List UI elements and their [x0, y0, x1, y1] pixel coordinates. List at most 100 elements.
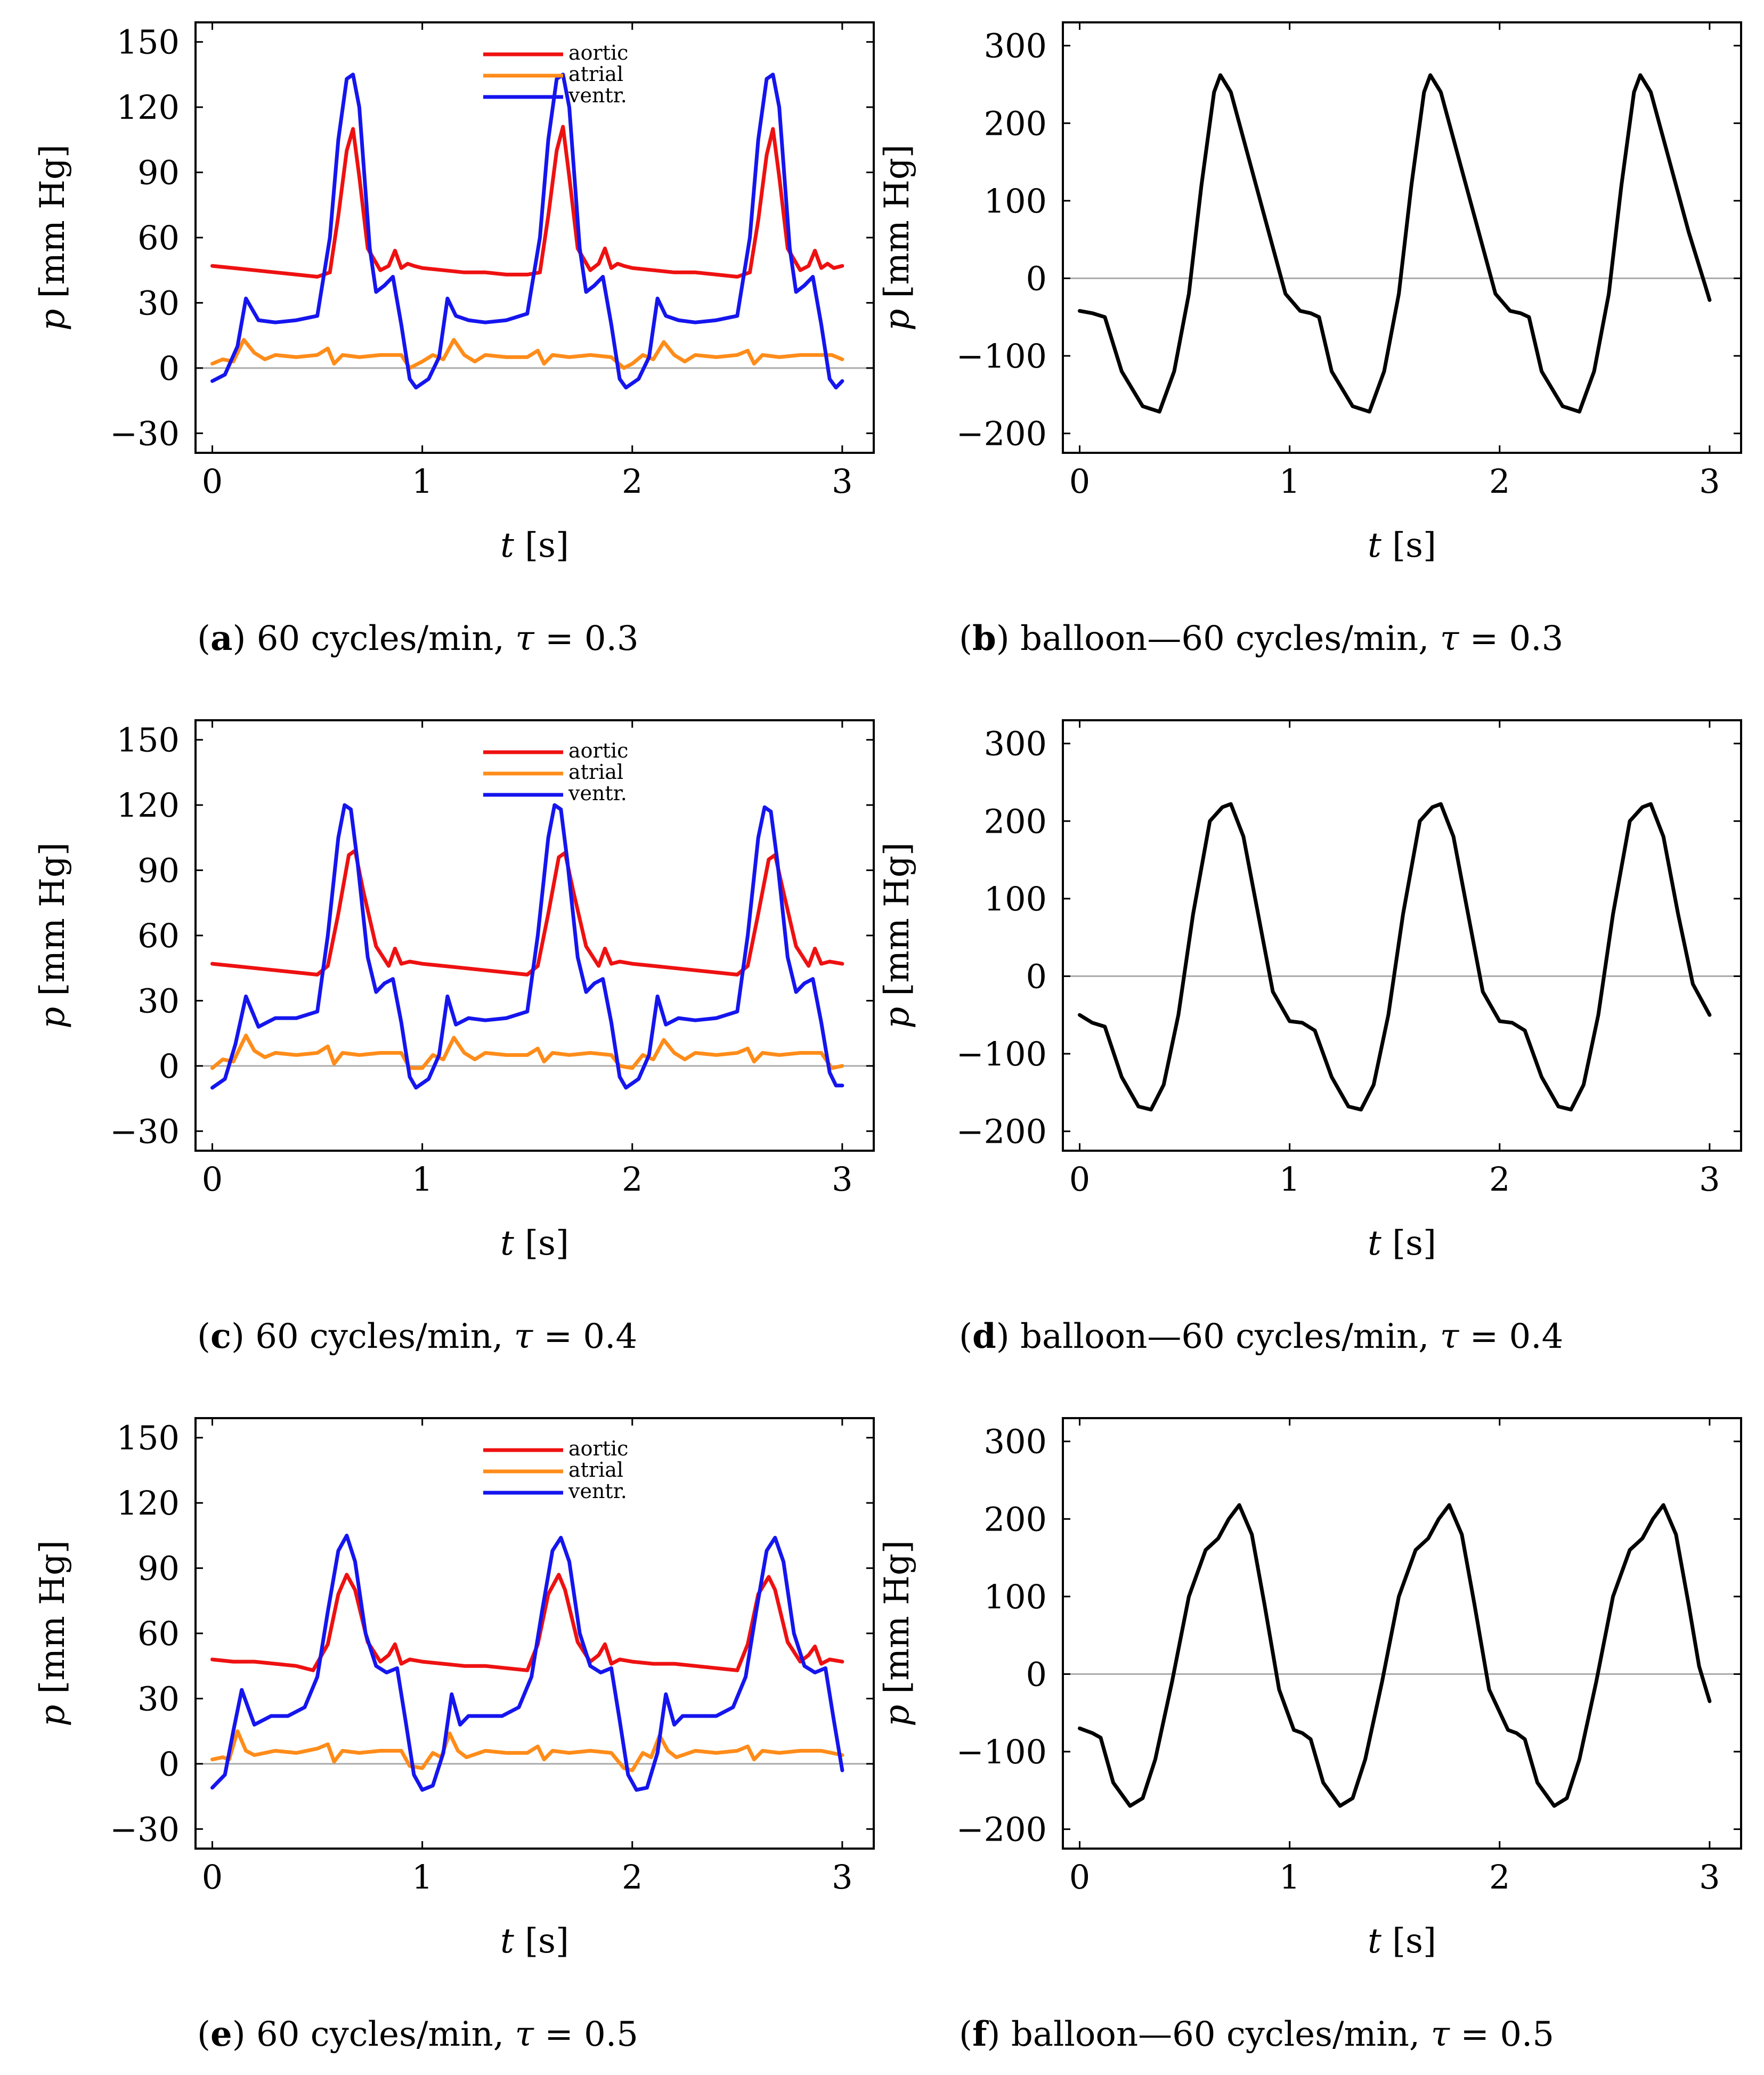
y-tick-label: −200	[956, 1810, 1047, 1849]
x-tick-label: 0	[202, 1858, 223, 1897]
caption-tau: τ	[1431, 2015, 1451, 2054]
x-tick-label: 3	[1699, 462, 1720, 501]
x-tick-label: 1	[1279, 1858, 1300, 1897]
x-axis-label: t [s]	[500, 1224, 569, 1263]
caption-close: )	[987, 2015, 1011, 2054]
legend-label: ventr.	[568, 84, 627, 107]
caption-letter: d	[972, 1316, 996, 1356]
legend-label: atrial	[568, 760, 623, 784]
y-tick-label: 0	[1026, 1655, 1047, 1694]
legend-label: atrial	[568, 62, 623, 86]
x-tick-label: 3	[832, 1858, 852, 1897]
y-axis-var: p	[877, 309, 917, 331]
caption-tau: τ	[1440, 619, 1460, 658]
x-tick-label: 2	[1489, 1858, 1510, 1897]
y-tick-label: 30	[137, 283, 180, 322]
chart-c: 0 1 2 3 −30 0 30 60 90 120 150 t [s] p [mm Hg] aortic…	[33, 719, 875, 1356]
series-line-aortic	[210, 1573, 844, 1672]
caption-close: )	[232, 619, 256, 658]
y-tick-label: 150	[117, 721, 180, 760]
y-axis-unit: [mm Hg]	[33, 1540, 72, 1705]
y-tick-label: 120	[117, 1484, 180, 1523]
caption-tau: τ	[515, 619, 535, 658]
y-tick-label: 300	[984, 1422, 1047, 1461]
y-tick-label: −100	[956, 1732, 1047, 1771]
x-tick-label: 3	[1699, 1858, 1720, 1897]
legend-label: aortic	[568, 1437, 628, 1460]
x-axis-unit: [s]	[1381, 526, 1436, 565]
caption-value: = 0.5	[534, 2015, 638, 2054]
y-tick-label: 100	[984, 182, 1047, 221]
y-tick-label: 0	[1026, 259, 1047, 298]
y-tick-label: 90	[137, 153, 180, 192]
caption-value: = 0.3	[534, 619, 639, 658]
caption: (f) balloon—60 cycles/min, τ = 0.5	[959, 2014, 1554, 2054]
caption: (b) balloon—60 cycles/min, τ = 0.3	[959, 619, 1563, 658]
chart-b: 0 1 2 3 −200 −100 0 100 200 300 t [s] p [mm Hg] (b) …	[877, 21, 1742, 658]
caption-open: (	[959, 619, 972, 658]
y-axis-unit: [mm Hg]	[877, 842, 917, 1007]
y-tick-label: 300	[984, 725, 1047, 763]
caption-tau: τ	[1440, 1317, 1460, 1356]
caption-close: )	[996, 1317, 1020, 1356]
y-axis-label: p [mm Hg]	[33, 1540, 72, 1727]
y-tick-label: 120	[117, 88, 180, 127]
y-axis-unit: [mm Hg]	[877, 1540, 917, 1705]
caption-letter: b	[972, 619, 996, 658]
y-tick-label: −200	[956, 414, 1047, 453]
y-tick-label: −100	[956, 337, 1047, 376]
y-tick-label: 100	[984, 1577, 1047, 1616]
caption: (a) 60 cycles/min, τ = 0.3	[197, 619, 639, 658]
series-line-aortic	[210, 849, 844, 977]
y-tick-label: 60	[137, 218, 180, 257]
caption: (e) 60 cycles/min, τ = 0.5	[197, 2014, 638, 2054]
x-tick-label: 2	[1489, 1160, 1510, 1199]
plot-frame	[1062, 1417, 1742, 1850]
y-axis-var: p	[877, 1705, 917, 1727]
y-tick-label: −30	[110, 1810, 180, 1849]
y-axis-label: p [mm Hg]	[33, 842, 72, 1029]
x-tick-label: 3	[832, 1160, 852, 1199]
legend-label: atrial	[568, 1458, 623, 1482]
x-tick-label: 2	[622, 1160, 643, 1199]
y-tick-label: 150	[117, 23, 180, 62]
series-line-atrial	[210, 338, 844, 370]
x-tick-label: 0	[1069, 462, 1090, 501]
x-tick-label: 1	[1279, 1160, 1300, 1199]
y-tick-label: 0	[1026, 957, 1047, 996]
caption-close: )	[231, 1317, 255, 1356]
caption-text: balloon—60 cycles/min,	[1011, 2015, 1431, 2054]
caption-close: )	[996, 619, 1020, 658]
y-axis-unit: [mm Hg]	[877, 144, 917, 309]
y-tick-label: −100	[956, 1035, 1047, 1073]
plot-frame	[1062, 719, 1742, 1152]
y-tick-label: 30	[137, 1679, 180, 1718]
x-tick-label: 2	[1489, 462, 1510, 501]
x-axis-unit: [s]	[1381, 1224, 1436, 1263]
x-axis-var: t	[1368, 526, 1381, 565]
y-tick-label: 0	[159, 349, 180, 388]
caption-value: = 0.4	[1459, 1317, 1563, 1356]
caption-value: = 0.3	[1459, 619, 1563, 658]
series-line-ventr	[210, 1533, 844, 1792]
caption-open: (	[959, 1317, 972, 1356]
caption-tau: τ	[514, 1317, 534, 1356]
y-axis-var: p	[877, 1007, 917, 1029]
x-tick-label: 2	[622, 1858, 643, 1897]
y-axis-var: p	[33, 1007, 72, 1029]
y-tick-label: 0	[159, 1745, 180, 1784]
caption: (c) 60 cycles/min, τ = 0.4	[197, 1316, 637, 1356]
x-axis-label: t [s]	[500, 526, 569, 565]
y-axis-var: p	[33, 1705, 72, 1727]
series-line-aortic	[210, 125, 844, 279]
x-tick-label: 1	[412, 1160, 433, 1199]
caption-value: = 0.4	[533, 1317, 637, 1356]
series-line-balloon	[1078, 1503, 1712, 1808]
y-tick-label: 0	[159, 1047, 180, 1086]
chart-d: 0 1 2 3 −200 −100 0 100 200 300 t [s] p [mm Hg] (d) …	[877, 719, 1742, 1356]
series-line-balloon	[1078, 73, 1712, 414]
caption-letter: a	[210, 619, 232, 658]
x-tick-label: 0	[1069, 1858, 1090, 1897]
